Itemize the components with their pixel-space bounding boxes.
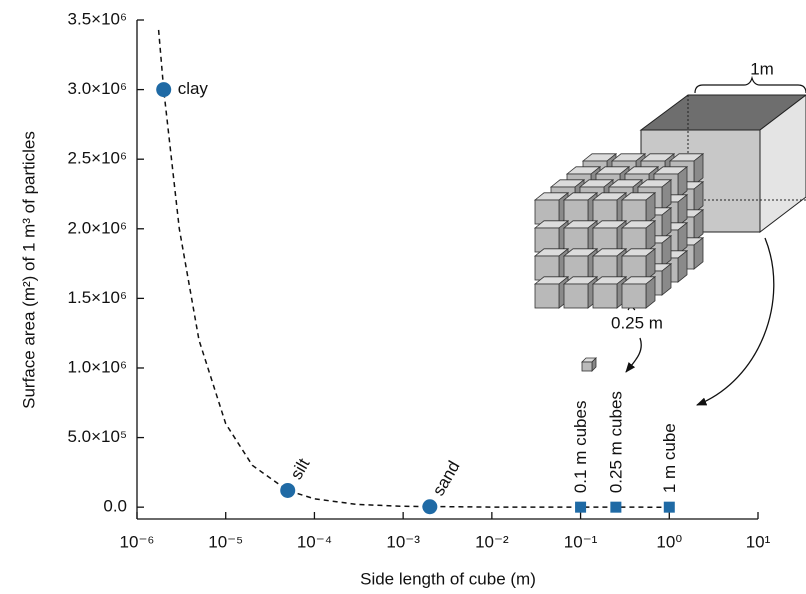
- point: [664, 502, 675, 513]
- brace: [695, 78, 806, 93]
- x-axis-label: Side length of cube (m): [360, 569, 536, 588]
- point: [575, 502, 586, 513]
- point-label: 1 m cube: [660, 423, 679, 493]
- y-tick-label: 5.0×10⁵: [67, 427, 127, 446]
- y-tick-label: 0.0: [103, 497, 127, 516]
- cube-front: [564, 228, 588, 252]
- cube-front: [622, 228, 646, 252]
- cube-front: [622, 284, 646, 308]
- point-label: 0.1 m cubes: [571, 401, 590, 494]
- point-label: 0.25 m cubes: [606, 391, 625, 493]
- point-label: clay: [178, 79, 209, 98]
- cube-front: [564, 200, 588, 224]
- x-tick-label: 10⁻¹: [564, 532, 598, 551]
- cube-front: [535, 200, 559, 224]
- x-tick-label: 10¹: [746, 532, 771, 551]
- point: [422, 499, 437, 514]
- x-tick-label: 10⁻⁵: [208, 532, 243, 551]
- y-tick-label: 3.5×10⁶: [68, 9, 127, 28]
- arrow: [697, 238, 774, 405]
- point-label: sand: [429, 458, 464, 499]
- chart: 1m 0.25 m Side length of cube (m) Surfac…: [0, 0, 806, 594]
- point-label: silt: [287, 455, 314, 483]
- y-axis-label: Surface area (m²) of 1 m³ of particles: [19, 131, 38, 409]
- cube-front: [564, 284, 588, 308]
- x-tick-label: 10⁻⁶: [120, 532, 155, 551]
- x-tick-label: 10⁻²: [475, 532, 509, 551]
- x-tick-label: 10⁻³: [386, 532, 420, 551]
- y-tick-label: 3.0×10⁶: [68, 79, 127, 98]
- cube-front: [593, 284, 617, 308]
- point: [156, 82, 171, 97]
- cube-front: [622, 200, 646, 224]
- y-tick-label: 2.0×10⁶: [68, 218, 127, 237]
- y-tick-label: 1.0×10⁶: [68, 357, 127, 376]
- cube-front: [535, 284, 559, 308]
- y-tick-label: 1.5×10⁶: [68, 288, 127, 307]
- point: [280, 483, 295, 498]
- y-tick-label: 2.5×10⁶: [68, 149, 127, 168]
- x-tick-label: 10⁻⁴: [297, 532, 332, 551]
- cube-illustration: [535, 78, 806, 405]
- cube-front: [593, 200, 617, 224]
- small-cube-icon: [582, 358, 596, 371]
- x-tick-label: 10⁰: [656, 532, 682, 551]
- annotation: 0.25 m: [611, 313, 663, 332]
- arrow: [626, 338, 641, 372]
- annotation: 1m: [750, 59, 774, 78]
- cube-front: [593, 228, 617, 252]
- point: [610, 502, 621, 513]
- cube-front: [535, 228, 559, 252]
